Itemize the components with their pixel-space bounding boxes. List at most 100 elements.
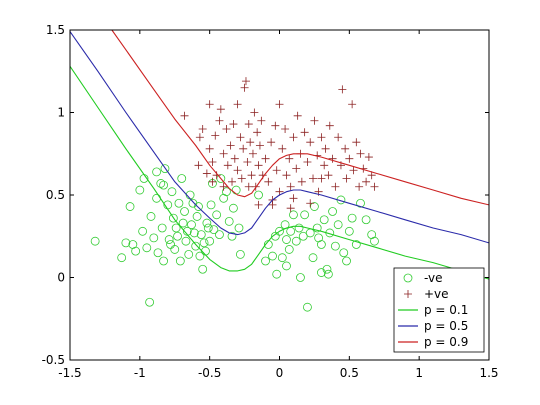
legend-label: -ve [424,271,443,285]
negative-point [342,256,351,266]
negative-point [322,264,332,274]
negative-point [298,231,308,241]
positive-point [292,164,301,173]
positive-point [334,133,343,142]
series-line-p-0-1 [70,65,489,280]
negative-point [199,238,209,248]
positive-point [268,200,277,209]
negative-point [206,200,216,210]
negative-point [164,235,174,244]
negative-point [145,297,155,307]
negative-point [294,223,304,233]
negative-point [171,223,181,233]
negative-point [191,241,201,251]
negative-point [330,241,340,251]
positive-point [286,204,295,213]
positive-point [338,85,347,94]
negative-point [316,240,326,249]
negative-point [282,261,291,271]
negative-point [153,248,163,258]
negative-point [319,215,329,225]
positive-point [275,100,284,109]
positive-point [282,171,291,180]
negative-point [268,251,277,261]
positive-point [248,149,257,158]
positive-point [355,182,364,191]
positive-point [243,158,252,166]
positive-point [349,166,358,175]
positive-point [286,182,295,191]
negative-point [90,236,100,246]
positive-point [247,171,256,180]
positive-point [306,199,315,208]
positive-point [236,133,245,142]
positive-point [370,182,379,191]
negative-point [209,225,219,235]
positive-point [324,171,333,180]
positive-point [325,121,334,130]
positive-point [364,153,373,162]
positive-point [345,154,354,163]
negative-point [173,231,182,241]
negative-point [300,210,310,220]
negative-point [177,174,187,183]
series-line-p-0-5 [70,31,489,244]
positive-point [309,174,318,183]
negative-point [328,207,337,216]
positive-point [246,138,255,147]
negative-point [314,233,324,243]
positive-point [317,133,326,142]
negative-point [192,212,202,221]
legend-label: +ve [424,287,449,301]
negative-point [291,236,301,246]
negative-point [296,273,305,282]
negative-point [157,223,167,233]
positive-point [233,166,242,175]
plot-area [70,30,489,312]
negative-point [203,223,213,233]
negative-point [261,256,270,266]
positive-point [230,154,239,163]
negative-point [370,236,379,246]
negative-point [219,193,229,203]
positive-point [356,149,365,158]
positive-point [212,171,221,180]
negative-point [347,213,357,223]
negative-point [194,202,203,211]
negative-point [303,302,312,312]
positive-point [264,177,273,186]
positive-point [216,105,225,114]
positive-point [352,138,361,147]
series-line-p-0-9 [111,30,489,206]
negative-point [215,230,224,240]
x-tick-label: 0.5 [340,366,359,380]
negative-point [128,240,138,249]
positive-point [198,125,207,133]
negative-point [235,249,245,259]
positive-point [226,141,235,150]
negative-point [277,253,287,263]
positive-point [255,141,264,150]
negative-point [361,215,371,225]
negative-point [188,198,198,208]
positive-point [289,133,298,142]
positive-point [208,177,217,186]
negative-point [351,240,361,249]
x-tick-label: 1.5 [479,366,498,380]
y-tick-label: 0.5 [46,188,65,202]
negative-point [135,185,145,195]
positive-point [253,128,262,137]
positive-point [320,161,329,170]
positive-point [239,144,248,153]
positive-point [219,149,228,158]
negative-point [212,210,222,220]
negative-point [367,230,377,240]
positive-point [261,154,270,163]
negative-point [178,218,188,228]
negative-point [234,223,244,233]
negative-point [121,238,131,248]
positive-point [244,120,253,129]
negative-point [196,230,206,240]
positive-point [367,171,376,180]
positive-point [275,187,284,196]
